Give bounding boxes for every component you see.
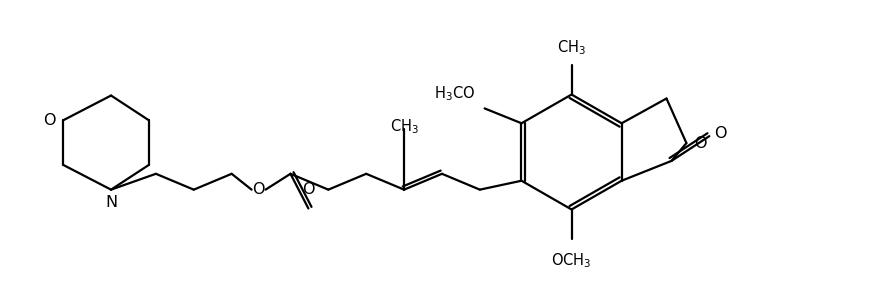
Text: O: O xyxy=(714,126,726,141)
Text: CH$_3$: CH$_3$ xyxy=(389,117,419,136)
Text: CH$_3$: CH$_3$ xyxy=(557,38,586,57)
Text: N: N xyxy=(105,195,117,209)
Text: H$_3$CO: H$_3$CO xyxy=(434,85,474,103)
Text: OCH$_3$: OCH$_3$ xyxy=(551,251,592,270)
Text: O: O xyxy=(43,113,56,128)
Text: O: O xyxy=(694,136,706,150)
Text: O: O xyxy=(302,181,315,197)
Text: O: O xyxy=(252,182,265,197)
